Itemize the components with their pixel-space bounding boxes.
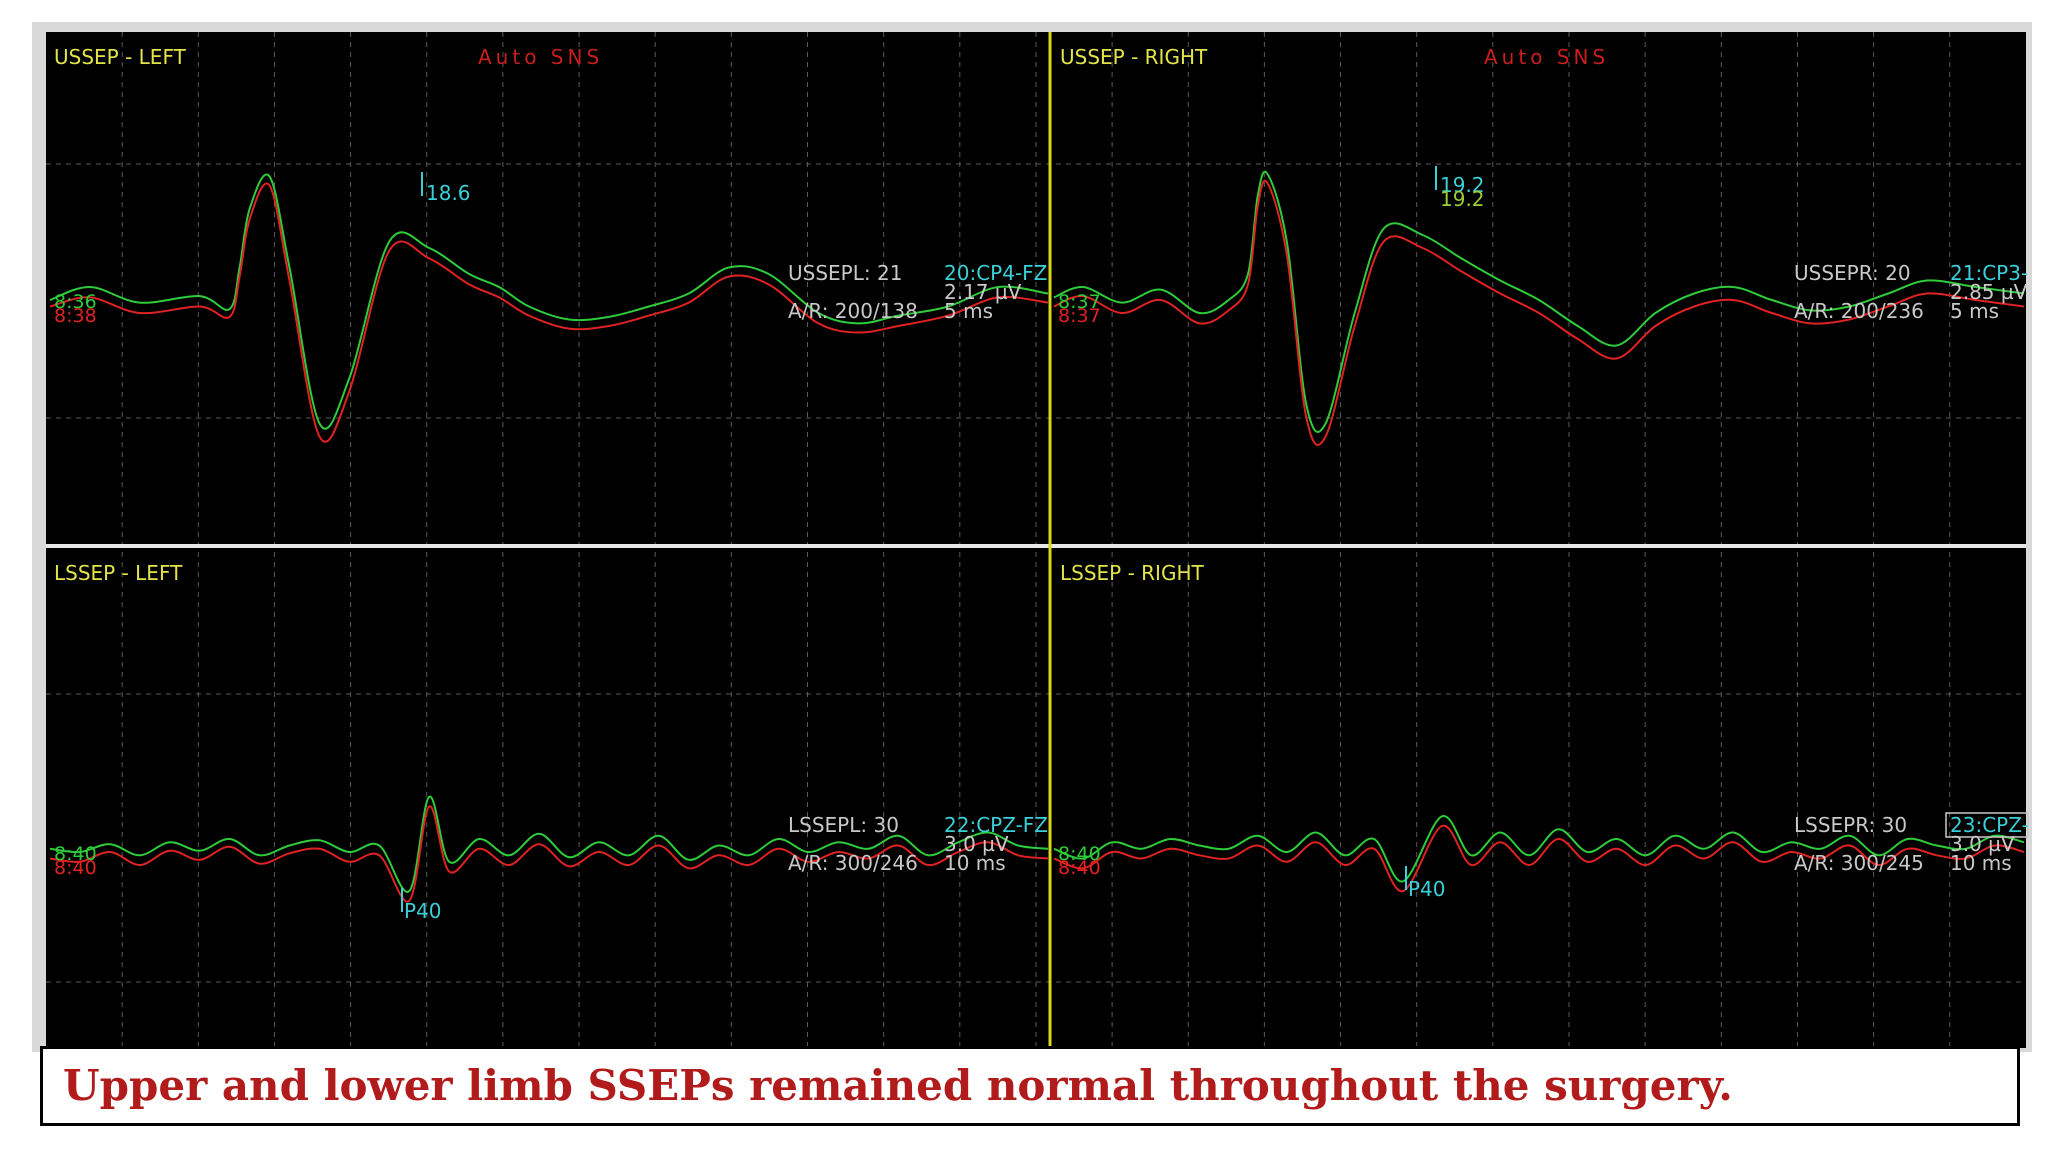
info-id-ussep-right: USSEPR: 20 bbox=[1794, 261, 1911, 285]
trace-red-ussep-right bbox=[1053, 179, 2025, 446]
panel-title-ussep-left: USSEP - LEFT bbox=[54, 45, 187, 69]
trace-green-ussep-left bbox=[49, 173, 1049, 430]
trace-time-baseline-lssep-left: 8:40 bbox=[54, 857, 97, 879]
info-timebase-ussep-left: 5 ms bbox=[944, 299, 993, 323]
peak-label-ussep-right-baseline: 19.2 bbox=[1440, 187, 1485, 211]
info-amplitude-lssep-left: 3.0 µV bbox=[944, 832, 1009, 856]
trace-time-baseline-ussep-right: 8:37 bbox=[1058, 305, 1101, 327]
info-channel-ussep-left[interactable]: 20:CP4-FZ bbox=[944, 261, 1047, 285]
info-amplitude-ussep-left: 2.17 µV bbox=[944, 280, 1022, 304]
info-amplitude-lssep-right: 3.0 µV bbox=[1950, 832, 2015, 856]
info-timebase-lssep-left: 10 ms bbox=[944, 851, 1006, 875]
peak-label-lssep-left: P40 bbox=[404, 899, 442, 923]
trace-green-lssep-left bbox=[49, 795, 1049, 893]
trace-time-current-lssep-right: 8:40 bbox=[1058, 843, 1101, 865]
info-channel-lssep-left[interactable]: 22:CPZ-FZ bbox=[944, 813, 1048, 837]
panel-title-lssep-right: LSSEP - RIGHT bbox=[1060, 561, 1204, 585]
info-id-lssep-right: LSSEPR: 30 bbox=[1794, 813, 1907, 837]
grid-lines bbox=[46, 32, 2026, 1048]
trace-time-current-ussep-right: 8:37 bbox=[1058, 291, 1101, 313]
caption-box: Upper and lower limb SSEPs remained norm… bbox=[40, 1046, 2020, 1126]
trace-layer bbox=[49, 170, 2025, 903]
auto-sns-label-ussep-right: Auto SNS bbox=[1484, 45, 1609, 69]
info-channel-lssep-right[interactable]: 23:CPZ- bbox=[1950, 813, 2029, 837]
panel-title-ussep-right: USSEP - RIGHT bbox=[1060, 45, 1208, 69]
trace-red-ussep-left bbox=[49, 182, 1049, 443]
info-amplitude-ussep-right: 2.85 µV bbox=[1950, 280, 2028, 304]
info-ar-ussep-right: A/R: 200/236 bbox=[1794, 299, 1924, 323]
selected-channel-box[interactable] bbox=[1945, 812, 2029, 838]
trace-green-ussep-right bbox=[1053, 170, 2025, 433]
trace-time-current-lssep-left: 8:40 bbox=[54, 843, 97, 865]
info-ar-ussep-left: A/R: 200/138 bbox=[788, 299, 918, 323]
auto-sns-label-ussep-left: Auto SNS bbox=[478, 45, 603, 69]
caption-text: Upper and lower limb SSEPs remained norm… bbox=[63, 1061, 1733, 1110]
peak-label-ussep-right-current: 19.2 bbox=[1440, 173, 1485, 197]
trace-green-lssep-right bbox=[1053, 815, 2025, 883]
trace-red-lssep-right bbox=[1053, 824, 2025, 893]
info-ar-lssep-left: A/R: 300/246 bbox=[788, 851, 918, 875]
info-ar-lssep-right: A/R: 300/245 bbox=[1794, 851, 1924, 875]
trace-time-baseline-lssep-right: 8:40 bbox=[1058, 857, 1101, 879]
info-timebase-ussep-right: 5 ms bbox=[1950, 299, 1999, 323]
trace-time-current-ussep-left: 8:36 bbox=[54, 291, 97, 313]
trace-red-lssep-left bbox=[49, 805, 1049, 903]
panel-title-lssep-left: LSSEP - LEFT bbox=[54, 561, 183, 585]
info-channel-ussep-right[interactable]: 21:CP3- bbox=[1950, 261, 2028, 285]
trace-time-baseline-ussep-left: 8:38 bbox=[54, 305, 97, 327]
info-id-ussep-left: USSEPL: 21 bbox=[788, 261, 902, 285]
info-timebase-lssep-right: 10 ms bbox=[1950, 851, 2012, 875]
peak-label-lssep-right: P40 bbox=[1408, 877, 1446, 901]
info-id-lssep-left: LSSEPL: 30 bbox=[788, 813, 899, 837]
scope-background bbox=[46, 32, 2026, 1048]
peak-label-ussep-left: 18.6 bbox=[426, 181, 471, 205]
